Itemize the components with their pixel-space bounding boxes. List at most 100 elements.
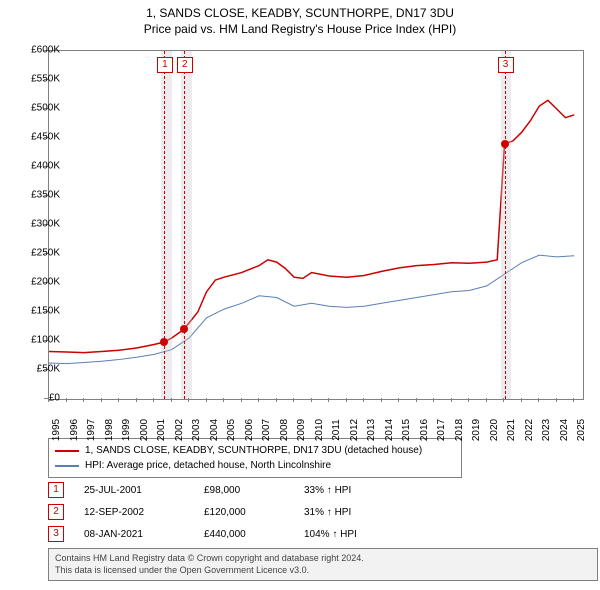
title-block: 1, SANDS CLOSE, KEADBY, SCUNTHORPE, DN17… — [0, 0, 600, 37]
y-axis-label: £550K — [12, 74, 60, 85]
x-axis-label: 2021 — [506, 419, 517, 441]
event-pct: 33% ↑ HPI — [304, 485, 404, 496]
event-marker-top: 3 — [498, 57, 514, 73]
x-tick — [83, 398, 84, 402]
x-tick — [416, 398, 417, 402]
legend-swatch — [55, 465, 79, 467]
x-tick — [188, 398, 189, 402]
x-tick — [573, 398, 574, 402]
x-tick — [556, 398, 557, 402]
x-axis-label: 2003 — [191, 419, 202, 441]
sale-dot — [501, 140, 509, 148]
shaded-range — [161, 51, 172, 399]
x-tick — [363, 398, 364, 402]
legend-label: 1, SANDS CLOSE, KEADBY, SCUNTHORPE, DN17… — [85, 443, 422, 458]
y-axis-label: £150K — [12, 306, 60, 317]
x-tick — [293, 398, 294, 402]
x-tick — [433, 398, 434, 402]
series-price_paid — [49, 100, 574, 352]
x-axis-label: 2020 — [489, 419, 500, 441]
x-tick — [538, 398, 539, 402]
x-axis-label: 2007 — [261, 419, 272, 441]
y-axis-label: £500K — [12, 103, 60, 114]
event-marker-top: 2 — [177, 57, 193, 73]
x-axis-label: 2000 — [139, 419, 150, 441]
x-axis-label: 2024 — [559, 419, 570, 441]
x-tick — [171, 398, 172, 402]
x-axis-label: 2022 — [524, 419, 535, 441]
event-marker: 2 — [48, 504, 64, 520]
x-tick — [381, 398, 382, 402]
x-tick — [311, 398, 312, 402]
event-price: £120,000 — [204, 507, 284, 518]
footer-line2: This data is licensed under the Open Gov… — [55, 565, 591, 577]
legend: 1, SANDS CLOSE, KEADBY, SCUNTHORPE, DN17… — [48, 438, 462, 478]
y-axis-label: £400K — [12, 161, 60, 172]
event-row: 212-SEP-2002£120,00031% ↑ HPI — [48, 504, 548, 520]
footer-line1: Contains HM Land Registry data © Crown c… — [55, 553, 591, 565]
y-axis-label: £350K — [12, 190, 60, 201]
x-tick — [346, 398, 347, 402]
series-hpi — [49, 255, 574, 363]
x-tick — [258, 398, 259, 402]
x-tick — [468, 398, 469, 402]
sale-dot — [160, 338, 168, 346]
x-tick — [451, 398, 452, 402]
event-vline — [164, 51, 165, 399]
sale-dot — [180, 325, 188, 333]
y-axis-label: £300K — [12, 219, 60, 230]
x-axis-label: 2018 — [454, 419, 465, 441]
legend-item: HPI: Average price, detached house, Nort… — [55, 458, 455, 473]
x-tick — [101, 398, 102, 402]
x-axis-label: 1997 — [86, 419, 97, 441]
x-tick — [48, 398, 49, 402]
event-row: 308-JAN-2021£440,000104% ↑ HPI — [48, 526, 548, 542]
title-address: 1, SANDS CLOSE, KEADBY, SCUNTHORPE, DN17… — [0, 6, 600, 22]
event-date: 25-JUL-2001 — [84, 485, 184, 496]
x-axis-label: 2014 — [384, 419, 395, 441]
legend-label: HPI: Average price, detached house, Nort… — [85, 458, 331, 473]
x-tick — [66, 398, 67, 402]
x-axis-label: 1995 — [51, 419, 62, 441]
x-axis-label: 2011 — [331, 419, 342, 441]
event-marker: 3 — [48, 526, 64, 542]
chart-container: 1, SANDS CLOSE, KEADBY, SCUNTHORPE, DN17… — [0, 0, 600, 590]
x-axis-label: 2009 — [296, 419, 307, 441]
event-date: 08-JAN-2021 — [84, 529, 184, 540]
x-tick — [276, 398, 277, 402]
y-axis-label: £200K — [12, 277, 60, 288]
x-axis-label: 2012 — [349, 419, 360, 441]
x-axis-label: 2008 — [279, 419, 290, 441]
x-axis-label: 2019 — [471, 419, 482, 441]
event-price: £440,000 — [204, 529, 284, 540]
x-axis-label: 2002 — [174, 419, 185, 441]
x-tick — [486, 398, 487, 402]
shaded-range — [501, 51, 512, 399]
shaded-range — [181, 51, 192, 399]
x-axis-label: 2025 — [576, 419, 587, 441]
y-axis-label: £600K — [12, 45, 60, 56]
x-axis-label: 2013 — [366, 419, 377, 441]
y-axis-label: £0 — [12, 393, 60, 404]
x-axis-label: 2015 — [401, 419, 412, 441]
x-axis-label: 2016 — [419, 419, 430, 441]
title-subtitle: Price paid vs. HM Land Registry's House … — [0, 22, 600, 38]
x-axis-label: 1999 — [121, 419, 132, 441]
x-tick — [328, 398, 329, 402]
x-axis-label: 2023 — [541, 419, 552, 441]
legend-swatch — [55, 450, 79, 452]
event-vline — [184, 51, 185, 399]
x-tick — [398, 398, 399, 402]
x-tick — [223, 398, 224, 402]
event-vline — [505, 51, 506, 399]
x-tick — [503, 398, 504, 402]
x-axis-label: 2006 — [244, 419, 255, 441]
x-tick — [136, 398, 137, 402]
y-axis-label: £450K — [12, 132, 60, 143]
event-date: 12-SEP-2002 — [84, 507, 184, 518]
x-tick — [118, 398, 119, 402]
x-axis-label: 2004 — [209, 419, 220, 441]
x-axis-label: 2010 — [314, 419, 325, 441]
x-axis-label: 2017 — [436, 419, 447, 441]
x-axis-label: 2001 — [156, 419, 167, 441]
